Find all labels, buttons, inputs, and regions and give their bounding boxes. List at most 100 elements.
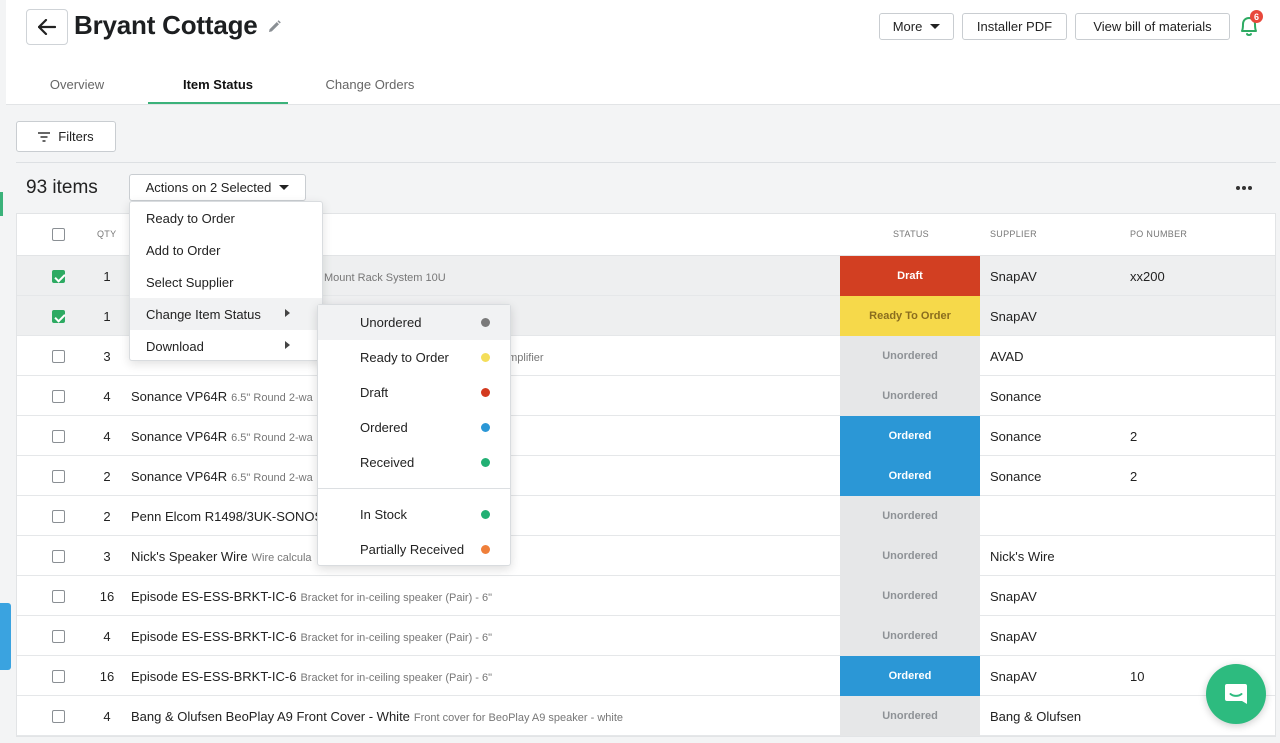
row-po-number: 2	[1130, 429, 1138, 444]
menu-item-label: Download	[146, 338, 204, 354]
status-dot-icon	[481, 353, 490, 362]
status-badge[interactable]: Unordered	[840, 336, 980, 376]
more-button-label: More	[892, 19, 923, 34]
status-badge[interactable]: Unordered	[840, 576, 980, 616]
chat-button[interactable]	[1206, 664, 1266, 724]
row-item[interactable]: Episode ES-ESS-BRKT-IC-6 Bracket for in-c…	[131, 629, 492, 644]
divider	[16, 162, 1276, 163]
view-bill-of-materials-button[interactable]: View bill of materials	[1075, 13, 1230, 40]
menu-item-ready-to-order[interactable]: Ready to Order	[146, 210, 235, 226]
table-row[interactable]: 4 Sonance VP64R 6.5" Round 2-wa Ordered Sona…	[17, 416, 1275, 456]
table-row[interactable]: 4 Episode ES-ESS-BRKT-IC-6 Bracket for in-…	[17, 616, 1275, 656]
column-qty: QTY	[97, 229, 117, 239]
status-option-in-stock[interactable]: In Stock	[318, 497, 510, 532]
row-checkbox[interactable]	[52, 270, 65, 283]
row-checkbox[interactable]	[52, 470, 65, 483]
caret-right-icon	[285, 309, 290, 317]
row-checkbox[interactable]	[52, 710, 65, 723]
row-item[interactable]: Sonance VP64R 6.5" Round 2-wa	[131, 469, 313, 484]
status-submenu: Unordered Ready to Order Draft Ordered Recei…	[317, 304, 511, 566]
status-option-unordered[interactable]: Unordered	[318, 305, 510, 340]
status-badge[interactable]: Draft	[840, 256, 980, 296]
table-row[interactable]: 4 Sonance VP64R 6.5" Round 2-wa Unordered So…	[17, 376, 1275, 416]
status-badge[interactable]: Ordered	[840, 416, 980, 456]
row-supplier: AVAD	[990, 349, 1024, 364]
actions-menu: Ready to Order Add to Order Select Suppl…	[129, 201, 323, 361]
status-badge[interactable]: Ready To Order	[840, 296, 980, 336]
status-option-ordered[interactable]: Ordered	[318, 410, 510, 445]
item-description: 6.5" Round 2-wa	[231, 472, 313, 484]
status-badge[interactable]: Unordered	[840, 496, 980, 536]
more-button[interactable]: More	[879, 13, 954, 40]
row-supplier: SnapAV	[990, 669, 1037, 684]
menu-item-change-item-status[interactable]: Change Item Status	[130, 298, 322, 330]
status-badge[interactable]: Unordered	[840, 376, 980, 416]
row-item[interactable]: amplifier	[498, 349, 544, 364]
item-name: Sonance VP64R	[131, 429, 228, 444]
side-drawer-tab[interactable]	[0, 603, 11, 670]
status-badge[interactable]: Unordered	[840, 616, 980, 656]
row-checkbox[interactable]	[52, 390, 65, 403]
row-checkbox[interactable]	[52, 310, 65, 323]
row-qty: 4	[103, 709, 111, 724]
status-badge[interactable]: Unordered	[840, 696, 980, 736]
row-supplier: SnapAV	[990, 309, 1037, 324]
status-option-partially-received[interactable]: Partially Received	[318, 532, 510, 567]
row-checkbox[interactable]	[52, 670, 65, 683]
row-checkbox[interactable]	[52, 590, 65, 603]
menu-item-add-to-order[interactable]: Add to Order	[146, 242, 221, 258]
status-badge[interactable]: Ordered	[840, 656, 980, 696]
menu-item-select-supplier[interactable]: Select Supplier	[146, 274, 234, 290]
table-row[interactable]: 3 Nick's Speaker Wire Wire calcula Unordere…	[17, 536, 1275, 576]
select-all-checkbox[interactable]	[52, 228, 65, 241]
filters-button[interactable]: Filters	[16, 121, 116, 152]
notification-badge: 6	[1250, 10, 1263, 23]
actions-dropdown-button[interactable]: Actions on 2 Selected	[129, 174, 306, 201]
row-po-number: 2	[1130, 469, 1138, 484]
item-description: Bracket for in-ceiling speaker (Pair) - …	[300, 592, 493, 604]
row-checkbox[interactable]	[52, 550, 65, 563]
status-options: Unordered Ready to Order Draft Ordered Recei…	[318, 305, 510, 480]
table-row[interactable]: 16 Episode ES-ESS-BRKT-IC-6 Bracket for in…	[17, 656, 1275, 696]
pencil-icon[interactable]	[266, 19, 282, 35]
row-qty: 2	[103, 509, 111, 524]
chat-icon	[1225, 684, 1247, 704]
tab-item-status[interactable]: Item Status	[148, 64, 288, 104]
row-item[interactable]: Sonance VP64R 6.5" Round 2-wa	[131, 429, 313, 444]
bell-icon[interactable]	[1238, 14, 1260, 38]
row-item[interactable]: Bang & Olufsen BeoPlay A9 Front Cover - …	[131, 709, 623, 724]
row-item[interactable]: Sonance VP64R 6.5" Round 2-wa	[131, 389, 313, 404]
table-row[interactable]: 16 Episode ES-ESS-BRKT-IC-6 Bracket for in…	[17, 576, 1275, 616]
item-description: 6.5" Round 2-wa	[231, 432, 313, 444]
status-option-received[interactable]: Received	[318, 445, 510, 480]
items-count: 93 items	[26, 177, 98, 198]
status-dot-icon	[481, 423, 490, 432]
status-badge[interactable]: Ordered	[840, 456, 980, 496]
table-row[interactable]: 2 Sonance VP64R 6.5" Round 2-wa Ordered Sona…	[17, 456, 1275, 496]
row-checkbox[interactable]	[52, 630, 65, 643]
row-checkbox[interactable]	[52, 430, 65, 443]
status-option-ready-to-order[interactable]: Ready to Order	[318, 340, 510, 375]
table-row[interactable]: 4 Bang & Olufsen BeoPlay A9 Front Cover -…	[17, 696, 1275, 736]
column-supplier: SUPPLIER	[990, 229, 1037, 239]
back-button[interactable]	[26, 9, 68, 45]
row-item[interactable]: Mount Rack System 10U	[320, 269, 446, 284]
row-supplier: Nick's Wire	[990, 549, 1055, 564]
item-name: Episode ES-ESS-BRKT-IC-6	[131, 669, 297, 684]
row-item[interactable]: Episode ES-ESS-BRKT-IC-6 Bracket for in-c…	[131, 669, 492, 684]
row-supplier: Bang & Olufsen	[990, 709, 1082, 724]
menu-item-download[interactable]: Download	[130, 330, 322, 362]
status-option-draft[interactable]: Draft	[318, 375, 510, 410]
installer-pdf-button[interactable]: Installer PDF	[962, 13, 1067, 40]
row-item[interactable]: Episode ES-ESS-BRKT-IC-6 Bracket for in-c…	[131, 589, 492, 604]
row-item[interactable]: Nick's Speaker Wire Wire calcula	[131, 549, 312, 564]
row-checkbox[interactable]	[52, 350, 65, 363]
more-options-icon[interactable]	[1234, 178, 1254, 198]
tab-change-orders[interactable]: Change Orders	[325, 76, 415, 92]
item-name: Sonance VP64R	[131, 469, 228, 484]
status-badge[interactable]: Unordered	[840, 536, 980, 576]
item-name: Bang & Olufsen BeoPlay A9 Front Cover - …	[131, 709, 410, 724]
row-checkbox[interactable]	[52, 510, 65, 523]
tab-overview[interactable]: Overview	[49, 76, 105, 92]
